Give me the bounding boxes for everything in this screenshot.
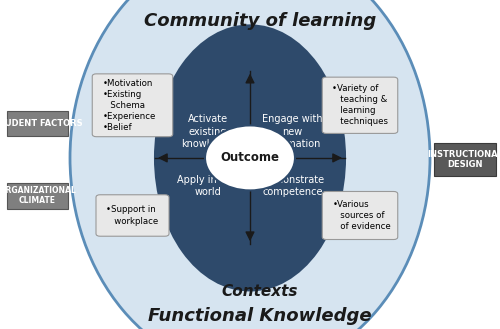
Text: Community of learning: Community of learning	[144, 12, 376, 30]
Text: STUDENT FACTORS: STUDENT FACTORS	[0, 119, 82, 128]
Text: Functional Knowledge: Functional Knowledge	[148, 307, 372, 325]
Text: •Support in
   workplace: •Support in workplace	[106, 205, 158, 226]
FancyBboxPatch shape	[322, 191, 398, 240]
FancyBboxPatch shape	[322, 77, 398, 134]
FancyBboxPatch shape	[96, 195, 169, 236]
Text: Contexts: Contexts	[222, 284, 298, 299]
Ellipse shape	[155, 25, 345, 291]
Text: Outcome: Outcome	[220, 151, 280, 164]
FancyBboxPatch shape	[434, 143, 496, 176]
FancyBboxPatch shape	[92, 74, 173, 137]
Text: ORGANIZATIONAL
CLIMATE: ORGANIZATIONAL CLIMATE	[0, 186, 76, 205]
Text: •Various
   sources of
   of evidence: •Various sources of of evidence	[332, 200, 391, 231]
Ellipse shape	[205, 125, 295, 190]
Text: Activate
existing
knowledge: Activate existing knowledge	[181, 114, 234, 149]
Text: Apply in real
world: Apply in real world	[177, 175, 238, 197]
Text: INSTRUCTIONAL
DESIGN: INSTRUCTIONAL DESIGN	[427, 150, 500, 169]
Text: •Motivation
•Existing
   Schema
•Experience
•Belief: •Motivation •Existing Schema •Experience…	[102, 79, 156, 132]
Text: •Variety of
   teaching &
   learning
   techniques: •Variety of teaching & learning techniqu…	[332, 84, 388, 126]
FancyBboxPatch shape	[6, 111, 68, 136]
FancyBboxPatch shape	[6, 183, 68, 209]
Text: Engage with
new
information: Engage with new information	[262, 114, 323, 149]
Text: Demonstrate
competence: Demonstrate competence	[260, 175, 324, 197]
Ellipse shape	[70, 0, 430, 329]
